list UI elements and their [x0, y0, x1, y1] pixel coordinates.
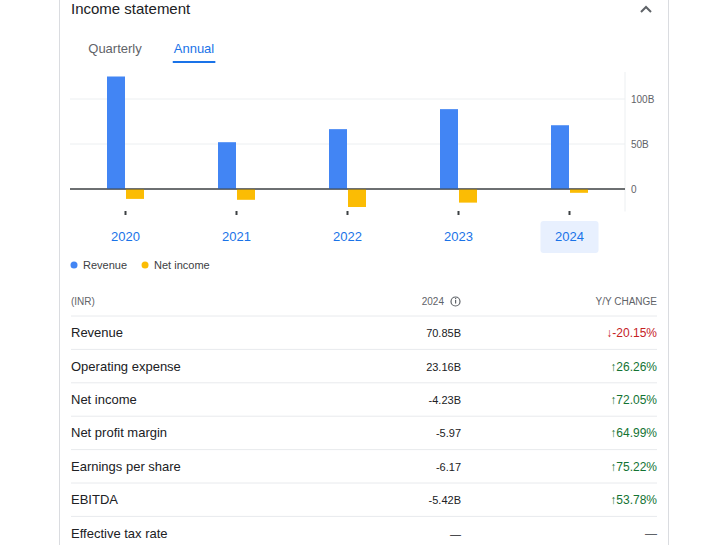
row-separator	[71, 316, 657, 317]
row-separator	[71, 349, 657, 350]
collapse-chevron[interactable]	[641, 7, 651, 12]
row-label: Net income	[71, 392, 137, 407]
row-separator	[71, 382, 657, 383]
bar	[218, 142, 236, 189]
y-axis-line	[625, 72, 626, 212]
bar	[237, 189, 255, 200]
bar	[329, 129, 347, 189]
bars	[107, 77, 588, 208]
column-header: Y/Y CHANGE	[596, 296, 658, 307]
grid-line	[70, 189, 625, 190]
column-header: (INR)	[71, 296, 95, 307]
bar	[126, 189, 144, 199]
x-tick-label[interactable]: 2023	[444, 229, 473, 244]
row-value: -5.42B	[429, 494, 461, 506]
column-header: 2024	[422, 296, 445, 307]
tab[interactable]: Quarterly	[88, 41, 142, 56]
bar	[551, 125, 569, 189]
row-label: Operating expense	[71, 359, 181, 374]
x-tick-label[interactable]: 2020	[111, 229, 140, 244]
x-tick	[458, 211, 460, 215]
x-tick-label[interactable]: 2022	[333, 229, 362, 244]
row-label: Revenue	[71, 325, 123, 340]
selected-category-bg	[541, 221, 599, 253]
row-label: Net profit margin	[71, 425, 167, 440]
grid-line	[70, 99, 625, 100]
row-label: Earnings per share	[71, 459, 181, 474]
bar	[570, 189, 588, 193]
y-tick-label: 50B	[631, 139, 649, 150]
row-value: -6.17	[436, 461, 461, 473]
row-change: ↑26.26%	[610, 360, 657, 374]
legend-label: Revenue	[83, 259, 127, 271]
x-tick-label[interactable]: 2024	[555, 229, 584, 244]
info-icon-dot	[455, 298, 456, 299]
info-icon-stem	[455, 300, 456, 304]
row-value: 70.85B	[426, 327, 461, 339]
row-change: —	[645, 527, 657, 541]
legend-swatch	[142, 262, 149, 269]
x-tick	[125, 211, 127, 215]
row-label: Effective tax rate	[71, 526, 168, 541]
row-separator	[71, 516, 657, 517]
zero-line	[70, 189, 625, 190]
row-change: ↑53.78%	[610, 493, 657, 507]
row-change: ↑64.99%	[610, 426, 657, 440]
card	[60, 0, 669, 545]
tab-underline	[173, 61, 216, 63]
row-label: EBITDA	[71, 492, 118, 507]
bar	[459, 189, 477, 203]
x-tick	[236, 211, 238, 215]
x-tick	[347, 211, 349, 215]
row-change: ↑72.05%	[610, 393, 657, 407]
info-icon[interactable]	[451, 297, 460, 306]
title: Income statement	[71, 0, 191, 17]
row-separator	[71, 416, 657, 417]
legend-swatch	[71, 262, 78, 269]
row-separator	[71, 483, 657, 484]
y-tick-label: 0	[631, 184, 637, 195]
bar	[107, 77, 125, 190]
row-value: -5.97	[436, 427, 461, 439]
legend-label: Net income	[154, 259, 210, 271]
grid-line	[70, 144, 625, 145]
bar	[348, 189, 366, 207]
tab[interactable]: Annual	[174, 41, 215, 56]
row-change: ↑75.22%	[610, 460, 657, 474]
row-value: —	[450, 528, 461, 540]
row-value: 23.16B	[426, 361, 461, 373]
row-change: ↓-20.15%	[606, 326, 657, 340]
row-separator	[71, 449, 657, 450]
page: Income statement Quarterly Annual 0 50B 100B 2…	[0, 0, 713, 545]
x-tick	[569, 211, 571, 215]
bar	[440, 109, 458, 189]
y-tick-label: 100B	[631, 94, 655, 105]
x-tick-label[interactable]: 2021	[222, 229, 251, 244]
row-value: -4.23B	[429, 394, 461, 406]
